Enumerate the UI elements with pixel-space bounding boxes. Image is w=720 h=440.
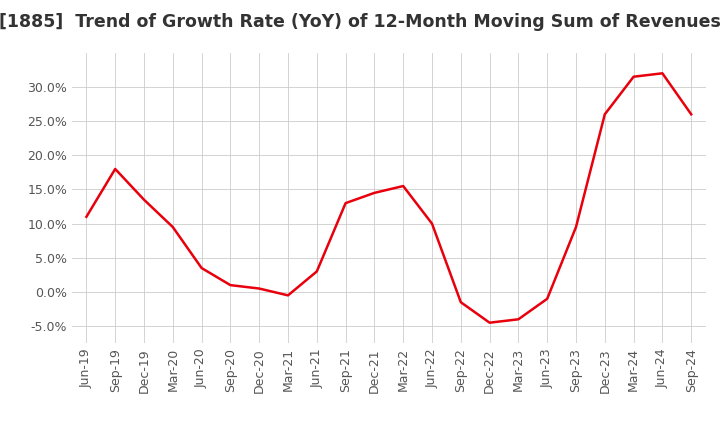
Text: [1885]  Trend of Growth Rate (YoY) of 12-Month Moving Sum of Revenues: [1885] Trend of Growth Rate (YoY) of 12-… xyxy=(0,13,720,31)
